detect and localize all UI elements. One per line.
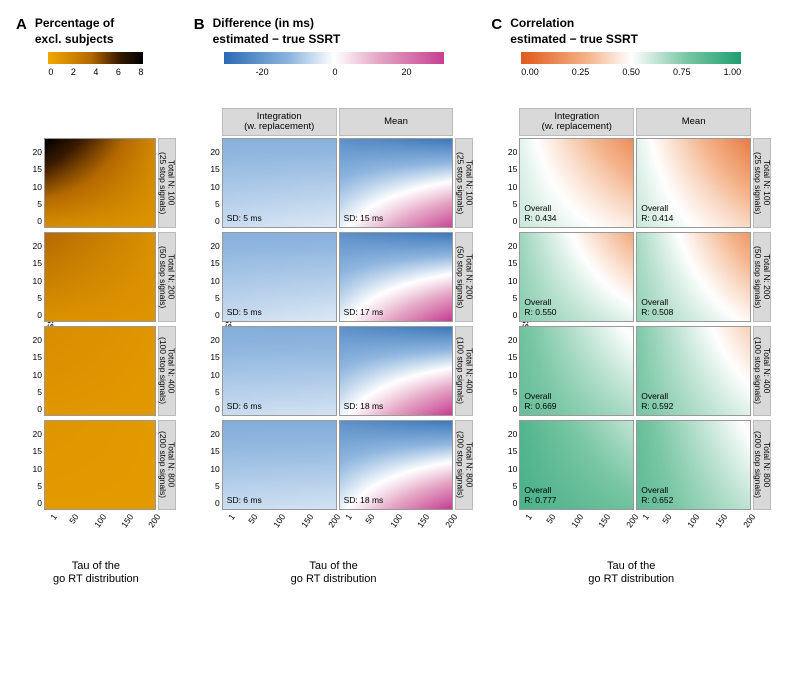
cell-annotation: SD: 18 ms xyxy=(344,496,384,506)
heatmap-cell: SD: 5 ms xyxy=(222,138,337,228)
grid-row: 05101520Total N: 200(50 stop signals) xyxy=(16,232,176,322)
colorbar-B-zone: -20020 xyxy=(194,52,474,108)
panel-B: B Difference (in ms)estimated − true SSR… xyxy=(194,16,474,586)
grid-row: 05101520SD: 6 msSD: 18 msTotal N: 400(10… xyxy=(194,326,474,416)
grid-row: 05101520SD: 6 msSD: 18 msTotal N: 800(20… xyxy=(194,420,474,510)
heatmap-cell xyxy=(44,138,156,228)
colorbar-A-ticks: 02468 xyxy=(48,67,143,77)
panel-A: A Percentage ofexcl. subjects 02468 Go o… xyxy=(16,16,176,586)
cell-annotation: SD: 5 ms xyxy=(227,308,262,318)
panel-B-grid: Go omission (%) 05101520SD: 5 msSD: 15 m… xyxy=(194,138,474,510)
cell-annotation: OverallR: 0.550 xyxy=(524,298,556,318)
panel-A-grid: Go omission (%) 05101520Total N: 100(25 … xyxy=(16,138,176,510)
cell-annotation: SD: 18 ms xyxy=(344,402,384,412)
panel-B-letter: B xyxy=(194,16,205,33)
panel-B-facetheader: Integration(w. replacement) Mean xyxy=(194,108,474,136)
cell-annotation: OverallR: 0.508 xyxy=(641,298,673,318)
figure-row: A Percentage ofexcl. subjects 02468 Go o… xyxy=(16,16,771,586)
heatmap-cell: SD: 6 ms xyxy=(222,420,337,510)
heatmap-cell: OverallR: 0.414 xyxy=(636,138,751,228)
heatmap-cell: OverallR: 0.508 xyxy=(636,232,751,322)
facet-header-B-1: Mean xyxy=(339,108,454,136)
colorbar-B-ticks: -20020 xyxy=(224,67,444,77)
x-axis-title-A: Tau of thego RT distribution xyxy=(16,560,176,586)
grid-row: 05101520Total N: 100(25 stop signals) xyxy=(16,138,176,228)
grid-row: 05101520SD: 5 msSD: 17 msTotal N: 200(50… xyxy=(194,232,474,322)
heatmap-cell xyxy=(44,232,156,322)
panel-A-letter: A xyxy=(16,16,27,33)
heatmap-cell xyxy=(44,326,156,416)
heatmap-cell: OverallR: 0.550 xyxy=(519,232,634,322)
grid-row: 05101520OverallR: 0.777OverallR: 0.652To… xyxy=(491,420,771,510)
heatmap-cell: OverallR: 0.777 xyxy=(519,420,634,510)
heatmap-cell: SD: 5 ms xyxy=(222,232,337,322)
heatmap-cell: SD: 15 ms xyxy=(339,138,454,228)
panel-C-title: Correlationestimated − true SSRT xyxy=(510,16,638,47)
row-strip: Total N: 400(100 stop signals) xyxy=(753,326,771,416)
heatmap-cell: OverallR: 0.669 xyxy=(519,326,634,416)
colorbar-B xyxy=(224,52,444,64)
facet-header-C-0: Integration(w. replacement) xyxy=(519,108,634,136)
heatmap-cell: OverallR: 0.592 xyxy=(636,326,751,416)
facet-header-B-0: Integration(w. replacement) xyxy=(222,108,337,136)
panel-C-grid: Go omission (%) 05101520OverallR: 0.434O… xyxy=(491,138,771,510)
panel-B-header: B Difference (in ms)estimated − true SSR… xyxy=(194,16,474,52)
panel-B-xaxis: 150100150200150100150200 xyxy=(194,512,474,540)
heatmap-cell: OverallR: 0.652 xyxy=(636,420,751,510)
grid-row: 05101520OverallR: 0.434OverallR: 0.414To… xyxy=(491,138,771,228)
cell-annotation: OverallR: 0.652 xyxy=(641,486,673,506)
row-strip: Total N: 800(200 stop signals) xyxy=(158,420,176,510)
panel-C-xaxis: 150100150200150100150200 xyxy=(491,512,771,540)
x-axis-title-B: Tau of thego RT distribution xyxy=(194,560,474,586)
row-strip: Total N: 400(100 stop signals) xyxy=(455,326,473,416)
row-strip: Total N: 100(25 stop signals) xyxy=(455,138,473,228)
colorbar-C-zone: 0.000.250.500.751.00 xyxy=(491,52,771,108)
grid-row: 05101520OverallR: 0.669OverallR: 0.592To… xyxy=(491,326,771,416)
heatmap-cell: SD: 6 ms xyxy=(222,326,337,416)
grid-row: 05101520Total N: 400(100 stop signals) xyxy=(16,326,176,416)
colorbar-C-ticks: 0.000.250.500.751.00 xyxy=(521,67,741,77)
row-strip: Total N: 100(25 stop signals) xyxy=(753,138,771,228)
colorbar-C xyxy=(521,52,741,64)
row-strip: Total N: 100(25 stop signals) xyxy=(158,138,176,228)
cell-annotation: OverallR: 0.414 xyxy=(641,204,673,224)
heatmap-cell: SD: 17 ms xyxy=(339,232,454,322)
row-strip: Total N: 200(50 stop signals) xyxy=(158,232,176,322)
heatmap-cell: OverallR: 0.434 xyxy=(519,138,634,228)
panel-C: C Correlationestimated − true SSRT 0.000… xyxy=(491,16,771,586)
row-strip: Total N: 400(100 stop signals) xyxy=(158,326,176,416)
row-strip: Total N: 800(200 stop signals) xyxy=(753,420,771,510)
row-strip: Total N: 200(50 stop signals) xyxy=(455,232,473,322)
cell-annotation: SD: 6 ms xyxy=(227,402,262,412)
panel-A-header: A Percentage ofexcl. subjects xyxy=(16,16,176,52)
cell-annotation: OverallR: 0.434 xyxy=(524,204,556,224)
panel-C-facetheader: Integration(w. replacement) Mean xyxy=(491,108,771,136)
heatmap-cell: SD: 18 ms xyxy=(339,326,454,416)
row-strip: Total N: 200(50 stop signals) xyxy=(753,232,771,322)
panel-C-header: C Correlationestimated − true SSRT xyxy=(491,16,771,52)
cell-annotation: OverallR: 0.669 xyxy=(524,392,556,412)
panel-C-letter: C xyxy=(491,16,502,33)
facet-header-C-1: Mean xyxy=(636,108,751,136)
colorbar-A-zone: 02468 xyxy=(16,52,176,108)
cell-annotation: OverallR: 0.777 xyxy=(524,486,556,506)
cell-annotation: SD: 5 ms xyxy=(227,214,262,224)
grid-row: 05101520Total N: 800(200 stop signals) xyxy=(16,420,176,510)
panel-B-title: Difference (in ms)estimated − true SSRT xyxy=(213,16,341,47)
heatmap-cell: SD: 18 ms xyxy=(339,420,454,510)
cell-annotation: SD: 6 ms xyxy=(227,496,262,506)
grid-row: 05101520OverallR: 0.550OverallR: 0.508To… xyxy=(491,232,771,322)
row-strip: Total N: 800(200 stop signals) xyxy=(455,420,473,510)
x-axis-title-C: Tau of thego RT distribution xyxy=(491,560,771,586)
colorbar-A xyxy=(48,52,143,64)
cell-annotation: OverallR: 0.592 xyxy=(641,392,673,412)
cell-annotation: SD: 15 ms xyxy=(344,214,384,224)
grid-row: 05101520SD: 5 msSD: 15 msTotal N: 100(25… xyxy=(194,138,474,228)
panel-A-title: Percentage ofexcl. subjects xyxy=(35,16,114,47)
panel-A-xaxis: 150100150200 xyxy=(16,512,176,540)
heatmap-cell xyxy=(44,420,156,510)
cell-annotation: SD: 17 ms xyxy=(344,308,384,318)
